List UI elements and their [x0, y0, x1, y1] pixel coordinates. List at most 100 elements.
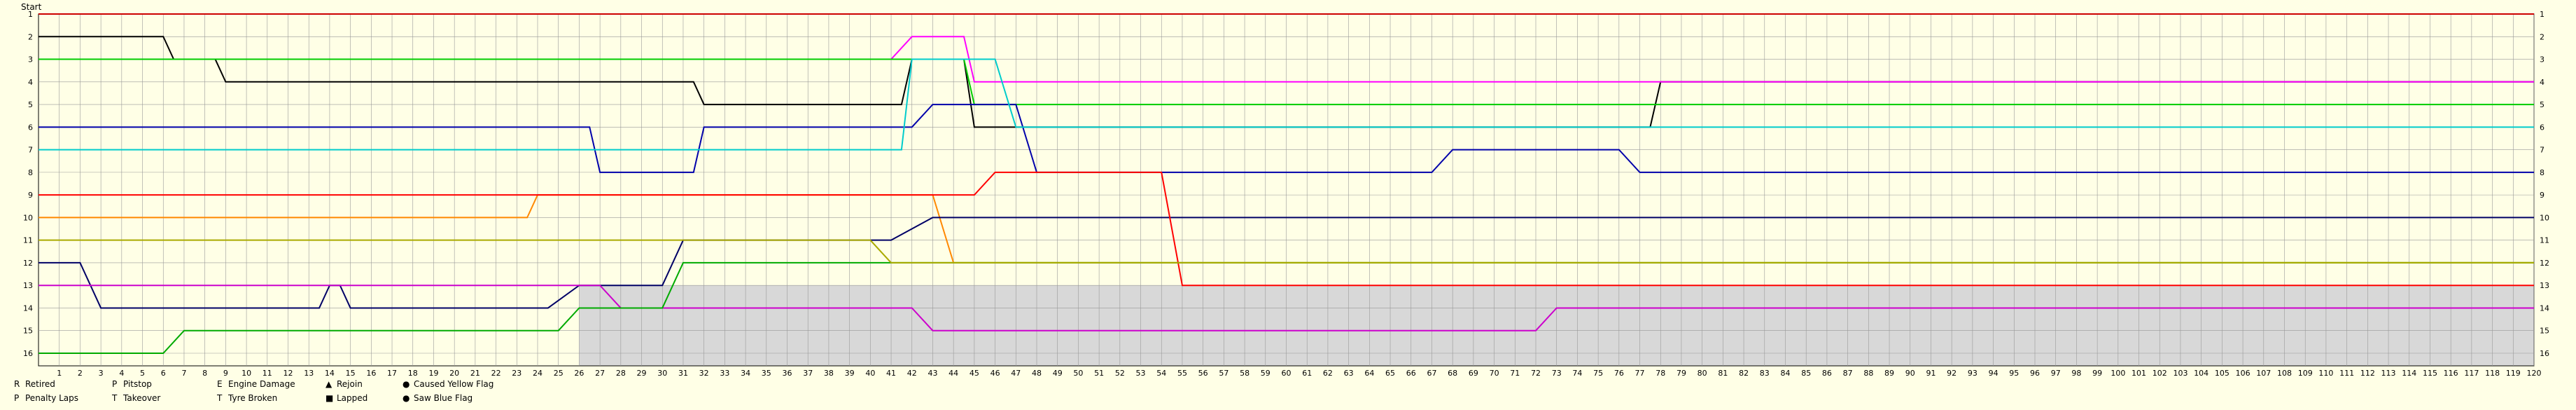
- y-tick-label-left: 12: [23, 259, 33, 268]
- x-tick-label: 108: [2277, 369, 2292, 378]
- x-tick-label: 52: [1115, 369, 1125, 378]
- x-tick-label: 99: [2092, 369, 2102, 378]
- x-tick-label: 112: [2360, 369, 2375, 378]
- y-tick-label-left: 9: [28, 191, 33, 200]
- x-tick-label: 92: [1947, 369, 1956, 378]
- legend-label: Tyre Broken: [227, 393, 277, 403]
- x-tick-label: 104: [2194, 369, 2208, 378]
- legend-symbol: ●: [402, 393, 410, 403]
- x-tick-label: 82: [1739, 369, 1749, 378]
- legend-label: Saw Blue Flag: [414, 393, 472, 403]
- y-tick-label-left: 10: [23, 213, 33, 222]
- y-tick-label-left: 16: [23, 349, 33, 358]
- y-tick-label-left: 8: [28, 168, 33, 177]
- x-tick-label: 22: [491, 369, 501, 378]
- x-tick-label: 78: [1656, 369, 1665, 378]
- x-tick-label: 33: [720, 369, 729, 378]
- x-tick-label: 74: [1572, 369, 1582, 378]
- legend-label: Pitstop: [123, 379, 152, 389]
- x-tick-label: 119: [2506, 369, 2521, 378]
- x-tick-label: 15: [346, 369, 356, 378]
- y-tick-label-left: 7: [28, 146, 33, 155]
- x-tick-label: 101: [2132, 369, 2146, 378]
- tick-layer: 1 2 3 4 5 6 7 8 9 10 11 12 13 14 15 16 17 18 19 20 21 22 23 24 2…: [23, 10, 2549, 378]
- y-tick-label-right: 5: [2540, 100, 2544, 109]
- x-tick-label: 94: [1989, 369, 1998, 378]
- x-tick-label: 96: [2030, 369, 2040, 378]
- x-tick-label: 91: [1926, 369, 1935, 378]
- x-tick-label: 103: [2173, 369, 2188, 378]
- x-tick-label: 2: [78, 369, 83, 378]
- x-tick-label: 97: [2051, 369, 2061, 378]
- x-tick-label: 12: [284, 369, 293, 378]
- y-tick-label-right: 15: [2540, 327, 2549, 336]
- y-tick-label-left: 1: [28, 10, 33, 19]
- x-tick-label: 61: [1302, 369, 1312, 378]
- x-tick-label: 26: [574, 369, 584, 378]
- y-tick-label-right: 7: [2540, 146, 2544, 155]
- x-tick-label: 73: [1552, 369, 1562, 378]
- x-tick-label: 79: [1676, 369, 1686, 378]
- x-tick-label: 34: [741, 369, 750, 378]
- y-tick-label-left: 2: [28, 32, 33, 41]
- x-tick-label: 48: [1032, 369, 1042, 378]
- legend-symbol: P: [14, 393, 19, 403]
- x-tick-label: 75: [1593, 369, 1603, 378]
- x-tick-label: 64: [1364, 369, 1374, 378]
- x-tick-label: 1: [57, 369, 62, 378]
- x-tick-label: 40: [865, 369, 875, 378]
- x-tick-label: 17: [387, 369, 397, 378]
- x-tick-label: 47: [1011, 369, 1021, 378]
- series-line: [38, 58, 2534, 106]
- x-tick-label: 11: [262, 369, 272, 378]
- x-tick-label: 62: [1323, 369, 1333, 378]
- x-tick-label: 88: [1863, 369, 1873, 378]
- legend-label: Rejoin: [337, 379, 363, 389]
- x-tick-label: 20: [449, 369, 459, 378]
- y-tick-label-left: 13: [23, 281, 33, 290]
- x-tick-label: 3: [99, 369, 104, 378]
- x-tick-label: 117: [2464, 369, 2479, 378]
- x-tick-label: 32: [699, 369, 709, 378]
- x-tick-label: 57: [1219, 369, 1228, 378]
- x-tick-label: 24: [533, 369, 542, 378]
- x-tick-label: 31: [678, 369, 688, 378]
- x-tick-label: 86: [1822, 369, 1832, 378]
- y-tick-label-left: 11: [23, 236, 33, 245]
- x-tick-label: 56: [1198, 369, 1208, 378]
- y-tick-label-left: 4: [28, 78, 33, 87]
- x-tick-label: 25: [554, 369, 564, 378]
- x-tick-label: 72: [1531, 369, 1541, 378]
- x-tick-label: 87: [1843, 369, 1853, 378]
- x-tick-label: 50: [1073, 369, 1083, 378]
- start-label: Start: [21, 2, 42, 12]
- x-tick-label: 54: [1156, 369, 1166, 378]
- series-layer: [38, 13, 2534, 354]
- y-tick-label-right: 2: [2540, 32, 2544, 41]
- x-tick-label: 37: [803, 369, 813, 378]
- x-tick-label: 109: [2298, 369, 2313, 378]
- x-tick-label: 4: [119, 369, 124, 378]
- legend-label: Engine Damage: [228, 379, 295, 389]
- x-tick-label: 39: [845, 369, 855, 378]
- x-tick-label: 84: [1781, 369, 1791, 378]
- x-tick-label: 110: [2318, 369, 2333, 378]
- x-tick-label: 106: [2236, 369, 2250, 378]
- legend: R Retired P Pitstop E Engine Damage ▲ Rejoin ● Ca…: [14, 379, 493, 403]
- legend-symbol: ●: [402, 379, 410, 389]
- x-tick-label: 38: [824, 369, 834, 378]
- x-tick-label: 69: [1469, 369, 1478, 378]
- x-tick-label: 83: [1760, 369, 1770, 378]
- x-tick-label: 35: [762, 369, 771, 378]
- y-tick-label-right: 9: [2540, 191, 2544, 200]
- series-line: [38, 261, 2534, 354]
- x-tick-label: 27: [595, 369, 605, 378]
- series-line: [38, 239, 2534, 264]
- legend-label: Penalty Laps: [25, 393, 78, 403]
- legend-symbol: ■: [326, 393, 333, 403]
- x-tick-label: 49: [1053, 369, 1063, 378]
- x-tick-label: 21: [470, 369, 480, 378]
- x-tick-label: 111: [2339, 369, 2354, 378]
- legend-symbol: T: [216, 393, 223, 403]
